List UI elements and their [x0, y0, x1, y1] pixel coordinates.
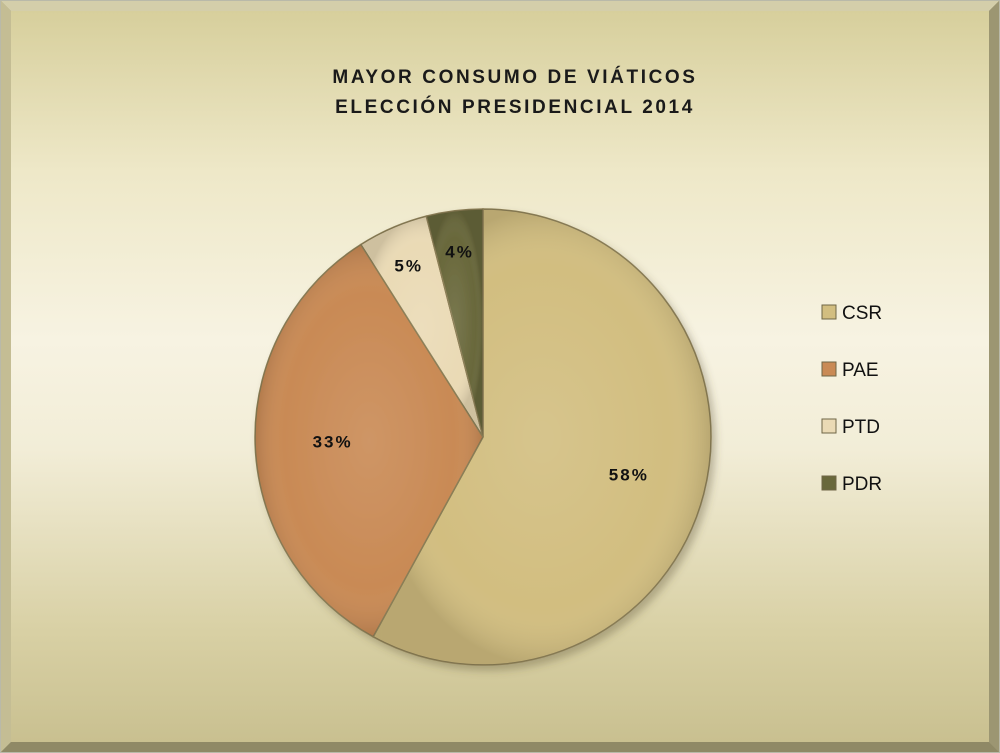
legend-swatch-pae — [821, 361, 837, 377]
pie-label-csr: 58% — [609, 465, 649, 484]
legend-swatch-pdr — [821, 475, 837, 491]
legend-label-ptd: PTD — [842, 417, 880, 438]
legend-swatch-csr — [821, 304, 837, 320]
legend: CSR PAE PTD PDR — [821, 303, 882, 495]
pie-label-ptd: 5% — [394, 256, 423, 275]
pie-slice-shade-pdr — [426, 209, 483, 437]
legend-swatch-ptd — [821, 418, 837, 434]
pie-label-pdr: 4% — [445, 243, 474, 262]
pie-slices — [254, 208, 712, 666]
legend-label-pae: PAE — [842, 360, 879, 381]
pie-data-labels: 58% 33% 5% 4% — [313, 243, 649, 485]
pie-slice-shade-pae — [254, 244, 483, 637]
legend-label-csr: CSR — [842, 303, 882, 324]
chart-title-line-1: MAYOR CONSUMO DE VIÁTICOS — [332, 66, 697, 88]
pie-slice-shade-ptd — [360, 216, 483, 437]
pie-label-pae: 33% — [313, 433, 353, 452]
chart-title-line-2: ELECCIÓN PRESIDENCIAL 2014 — [335, 96, 695, 118]
pie-slice-shade-csr — [373, 209, 711, 666]
legend-label-pdr: PDR — [842, 474, 882, 495]
